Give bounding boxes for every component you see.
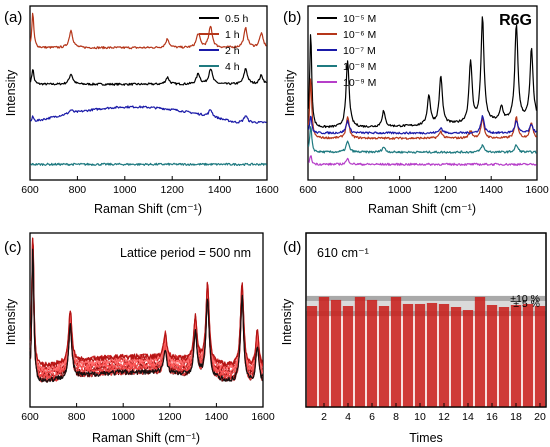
band-label-10-percent: ±10 % [510, 293, 540, 305]
x-tick-label: 1400 [480, 184, 504, 196]
panel-c-repeat-spectra: (c) Lattice period = 500 nm Intensity Ra… [4, 232, 275, 445]
x-tick-label: 1600 [525, 184, 549, 196]
x-tick-label: 1400 [208, 184, 232, 196]
bar-13 [450, 307, 462, 407]
series-line-4 [30, 162, 268, 166]
series-line-2 [29, 12, 267, 50]
series-line-1 [29, 68, 267, 86]
panel-d-x-axis-label: Times [409, 431, 443, 445]
x-tick-label: 1200 [434, 184, 458, 196]
legend-label: 10⁻⁷ M [343, 45, 376, 57]
x-tick-label: 1600 [251, 411, 275, 423]
x-tick-label: 1200 [158, 411, 182, 423]
panel-b-y-axis-label: Intensity [283, 69, 297, 116]
x-tick-label: 600 [21, 184, 39, 196]
legend-label: 10⁻⁹ M [343, 77, 376, 89]
panel-a-y-axis-label: Intensity [4, 69, 18, 116]
panel-c-label: (c) [4, 239, 22, 256]
x-tick-label: 600 [21, 411, 39, 423]
legend-label: 10⁻⁸ M [343, 61, 376, 73]
x-tick-label: 800 [68, 411, 86, 423]
panel-c-x-axis-label: Raman Shift (cm⁻¹) [92, 431, 200, 445]
bar-17 [498, 307, 510, 407]
x-tick-label: 16 [486, 411, 498, 423]
series-line-1 [307, 16, 538, 129]
bar-20 [534, 306, 546, 407]
legend-label: 10⁻⁵ M [343, 13, 376, 25]
x-tick-label: 1600 [255, 184, 279, 196]
band-label-5-percent: ± 5 % [513, 298, 540, 310]
legend-label: 4 h [225, 61, 240, 73]
repeat-spectrum-11 [29, 248, 264, 383]
panel-d-uniformity-bars: (d) 610 cm⁻¹ Intensity Times ±10 %± 5 % 2… [280, 232, 547, 445]
x-tick-label: 600 [299, 184, 317, 196]
bar-11 [426, 302, 438, 407]
bar-16 [486, 304, 498, 407]
x-tick-label: 4 [345, 411, 351, 423]
bar-3 [330, 299, 342, 407]
x-tick-label: 1200 [161, 184, 185, 196]
panel-a-x-axis-label: Raman Shift (cm⁻¹) [94, 202, 202, 216]
bar-5 [354, 296, 366, 407]
x-tick-label: 20 [534, 411, 546, 423]
panel-d-y-axis-label: Intensity [280, 298, 294, 345]
x-tick-label: 800 [69, 184, 87, 196]
panel-c-annotation: Lattice period = 500 nm [120, 246, 251, 260]
x-tick-label: 8 [393, 411, 399, 423]
series-line-4 [307, 126, 537, 154]
x-tick-label: 6 [369, 411, 375, 423]
x-tick-label: 1000 [388, 184, 412, 196]
bar-14 [462, 310, 474, 407]
panel-b-label: (b) [283, 9, 301, 26]
series-line-3 [307, 115, 537, 135]
panel-a-label: (a) [4, 9, 22, 26]
bar-1 [306, 306, 318, 407]
x-tick-label: 2 [321, 411, 327, 423]
bar-15 [474, 296, 486, 407]
x-tick-label: 18 [510, 411, 522, 423]
legend-label: 10⁻⁶ M [343, 29, 376, 41]
panel-d-title: 610 cm⁻¹ [317, 246, 369, 260]
x-tick-label: 1000 [113, 184, 137, 196]
bar-10 [414, 303, 426, 407]
bar-7 [378, 306, 390, 407]
x-tick-label: 1400 [205, 411, 229, 423]
bar-9 [402, 303, 414, 407]
x-tick-label: 14 [462, 411, 474, 423]
series-line-3 [30, 105, 267, 124]
panel-b-concentration-spectra: (b) R6G Intensity Raman Shift (cm⁻¹) 600… [283, 5, 549, 216]
panel-c-y-axis-label: Intensity [4, 298, 18, 345]
legend-label: 2 h [225, 45, 240, 57]
panel-b-x-axis-label: Raman Shift (cm⁻¹) [368, 202, 476, 216]
panel-a-spectra-by-time: (a) Intensity Raman Shift (cm⁻¹) 600 800 1… [4, 5, 279, 216]
panel-d-frame [305, 232, 547, 408]
x-tick-label: 800 [345, 184, 363, 196]
x-tick-label: 1000 [112, 411, 136, 423]
legend-label: 1 h [225, 29, 240, 41]
bar-19 [522, 303, 534, 407]
legend-label: 0.5 h [225, 13, 249, 25]
bar-2 [318, 296, 330, 407]
series-line-5 [308, 155, 537, 166]
bar-4 [342, 306, 354, 407]
bar-18 [510, 304, 522, 407]
x-tick-label: 12 [438, 411, 450, 423]
tolerance-band-5-percent [306, 300, 546, 312]
bar-8 [390, 296, 402, 407]
repeat-spectrum-10 [29, 237, 264, 368]
panel-b-title-r6g: R6G [499, 12, 532, 29]
x-tick-label: 10 [414, 411, 426, 423]
bar-6 [366, 299, 378, 407]
panel-d-label: (d) [283, 239, 301, 256]
bar-12 [438, 303, 450, 407]
